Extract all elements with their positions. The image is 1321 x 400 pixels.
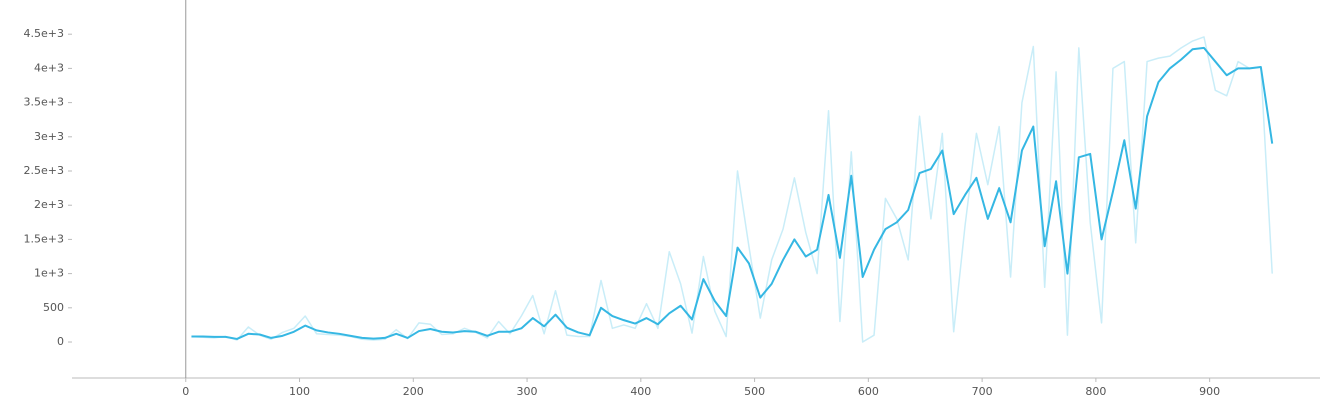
y-tick-label: 2.5e+3 [24,164,64,177]
y-tick-label: 3e+3 [34,130,64,143]
series-line [191,36,1273,343]
y-tick-label: 4.5e+3 [24,27,64,40]
x-tick-label: 300 [517,385,538,398]
x-tick-label: 0 [182,385,189,398]
y-tick-label: 1e+3 [34,267,64,280]
x-tick-label: 100 [289,385,310,398]
x-tick-label: 400 [630,385,651,398]
y-tick-label: 4e+3 [34,61,64,74]
y-tick-label: 3.5e+3 [24,96,64,109]
x-tick-label: 800 [1085,385,1106,398]
y-tick-label: 1.5e+3 [24,232,64,245]
y-tick-label: 500 [43,301,64,314]
y-tick-label: 2e+3 [34,198,64,211]
x-tick-label: 600 [858,385,879,398]
series-line [191,46,1274,340]
y-tick-label: 0 [57,335,64,348]
x-tick-label: 500 [744,385,765,398]
x-tick-label: 200 [403,385,424,398]
x-tick-label: 700 [972,385,993,398]
x-tick-label: 900 [1199,385,1220,398]
